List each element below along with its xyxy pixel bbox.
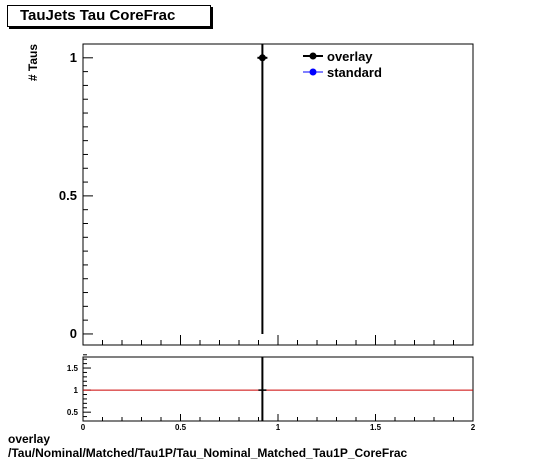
y-tick-label: 0.5 (59, 188, 77, 203)
legend-label-standard: standard (327, 65, 382, 80)
legend-marker-standard (309, 68, 317, 76)
y-tick-label: 1 (70, 50, 77, 65)
ratio-y-tick-label: 1 (74, 386, 79, 395)
footer-caption: overlay /Tau/Nominal/Matched/Tau1P/Tau_N… (8, 432, 407, 460)
ratio-x-tick-label: 0.5 (175, 423, 187, 432)
ratio-y-tick-label: 0.5 (67, 408, 79, 417)
ratio-x-tick-label: 2 (471, 423, 476, 432)
y-axis-label: # Taus (26, 44, 40, 81)
y-tick-label: 0 (70, 326, 77, 341)
title-box: TauJets Tau CoreFrac (7, 5, 211, 27)
footer-line-2: /Tau/Nominal/Matched/Tau1P/Tau_Nominal_M… (8, 446, 408, 460)
ratio-x-tick-label: 0 (81, 423, 86, 432)
legend-label-overlay: overlay (327, 49, 373, 64)
ratio-x-tick-label: 1 (276, 423, 281, 432)
footer-line-1: overlay (8, 432, 51, 446)
ratio-plot-frame (82, 356, 474, 422)
overlay-point (258, 54, 266, 62)
ratio-y-tick-label: 1.5 (67, 364, 79, 373)
ratio-x-tick-label: 1.5 (370, 423, 382, 432)
chart-title: TauJets Tau CoreFrac (20, 7, 176, 24)
legend-marker-overlay (309, 52, 317, 60)
main-plot-frame (82, 43, 474, 346)
